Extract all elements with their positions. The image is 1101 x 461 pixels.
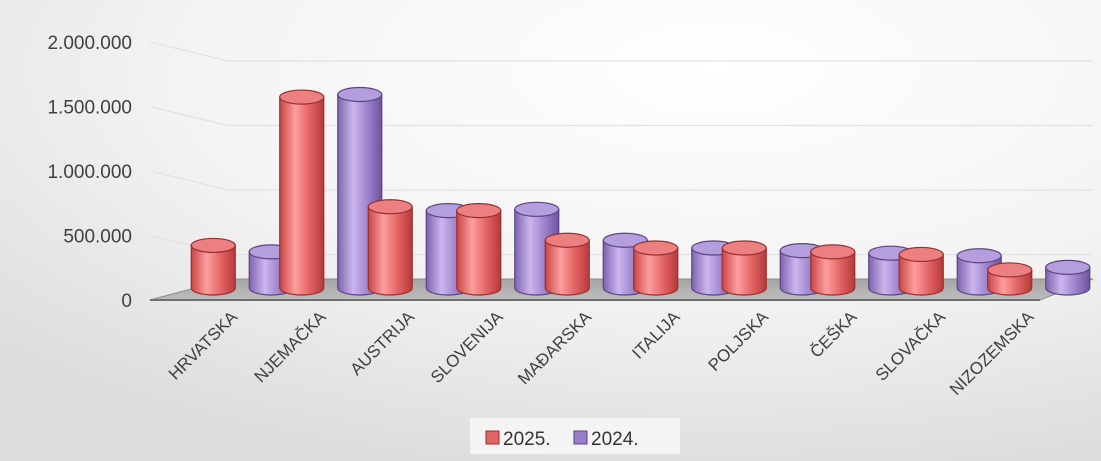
bar-cap bbox=[633, 240, 679, 256]
bar-cap bbox=[721, 240, 767, 256]
bar-series1 bbox=[279, 89, 325, 296]
bar-series1 bbox=[987, 262, 1033, 296]
bar-cap bbox=[190, 237, 236, 254]
bar-body bbox=[367, 206, 413, 296]
bar-body bbox=[810, 251, 856, 296]
gridline bbox=[149, 170, 1093, 191]
bar-cap bbox=[602, 232, 648, 248]
bar-series1 bbox=[456, 203, 502, 296]
bar-body bbox=[456, 210, 502, 296]
bar-body bbox=[190, 244, 236, 296]
y-tick-label: 1.000.000 bbox=[47, 162, 132, 183]
bar-body bbox=[544, 239, 590, 296]
bar-cap bbox=[337, 86, 383, 103]
bar-cap bbox=[898, 246, 944, 263]
bar-cap bbox=[279, 89, 325, 105]
legend-swatch bbox=[573, 430, 588, 445]
gridline bbox=[149, 41, 1093, 62]
bar-body bbox=[1045, 266, 1091, 296]
bar-series1 bbox=[898, 246, 944, 296]
bar-series2 bbox=[1045, 259, 1091, 296]
bar-cap bbox=[1045, 259, 1091, 275]
bar-body bbox=[633, 247, 679, 296]
bar-cap bbox=[456, 203, 502, 219]
bar-body bbox=[898, 253, 944, 296]
legend-label: 2024. bbox=[591, 429, 639, 450]
bar-body bbox=[721, 247, 767, 296]
bar-series1 bbox=[190, 237, 236, 296]
bar-series1 bbox=[810, 244, 856, 296]
y-axis: 0 500.000 1.000.000 1.500.000 2.000.000 bbox=[47, 33, 132, 312]
y-tick-label: 2.000.000 bbox=[47, 33, 132, 54]
bar-series1 bbox=[721, 240, 767, 296]
bar-cap bbox=[367, 199, 413, 215]
bar-series1 bbox=[367, 199, 413, 296]
legend-label: 2025. bbox=[503, 429, 551, 450]
y-tick-label: 1.500.000 bbox=[47, 98, 132, 119]
bar-cap bbox=[810, 244, 856, 260]
bar-series1 bbox=[633, 240, 679, 296]
bars bbox=[190, 86, 1091, 296]
y-tick-label: 0 bbox=[121, 291, 132, 312]
legend: 2025. 2024. bbox=[470, 418, 680, 454]
bar-cap bbox=[987, 262, 1033, 278]
bar-body bbox=[279, 96, 325, 296]
y-tick-label: 500.000 bbox=[63, 227, 132, 248]
gridline bbox=[149, 105, 1093, 127]
bar-cap bbox=[544, 232, 590, 248]
legend-swatch bbox=[485, 430, 500, 445]
bar-series1 bbox=[544, 232, 590, 296]
bar-cap bbox=[956, 248, 1002, 264]
bar-cap bbox=[514, 201, 560, 217]
